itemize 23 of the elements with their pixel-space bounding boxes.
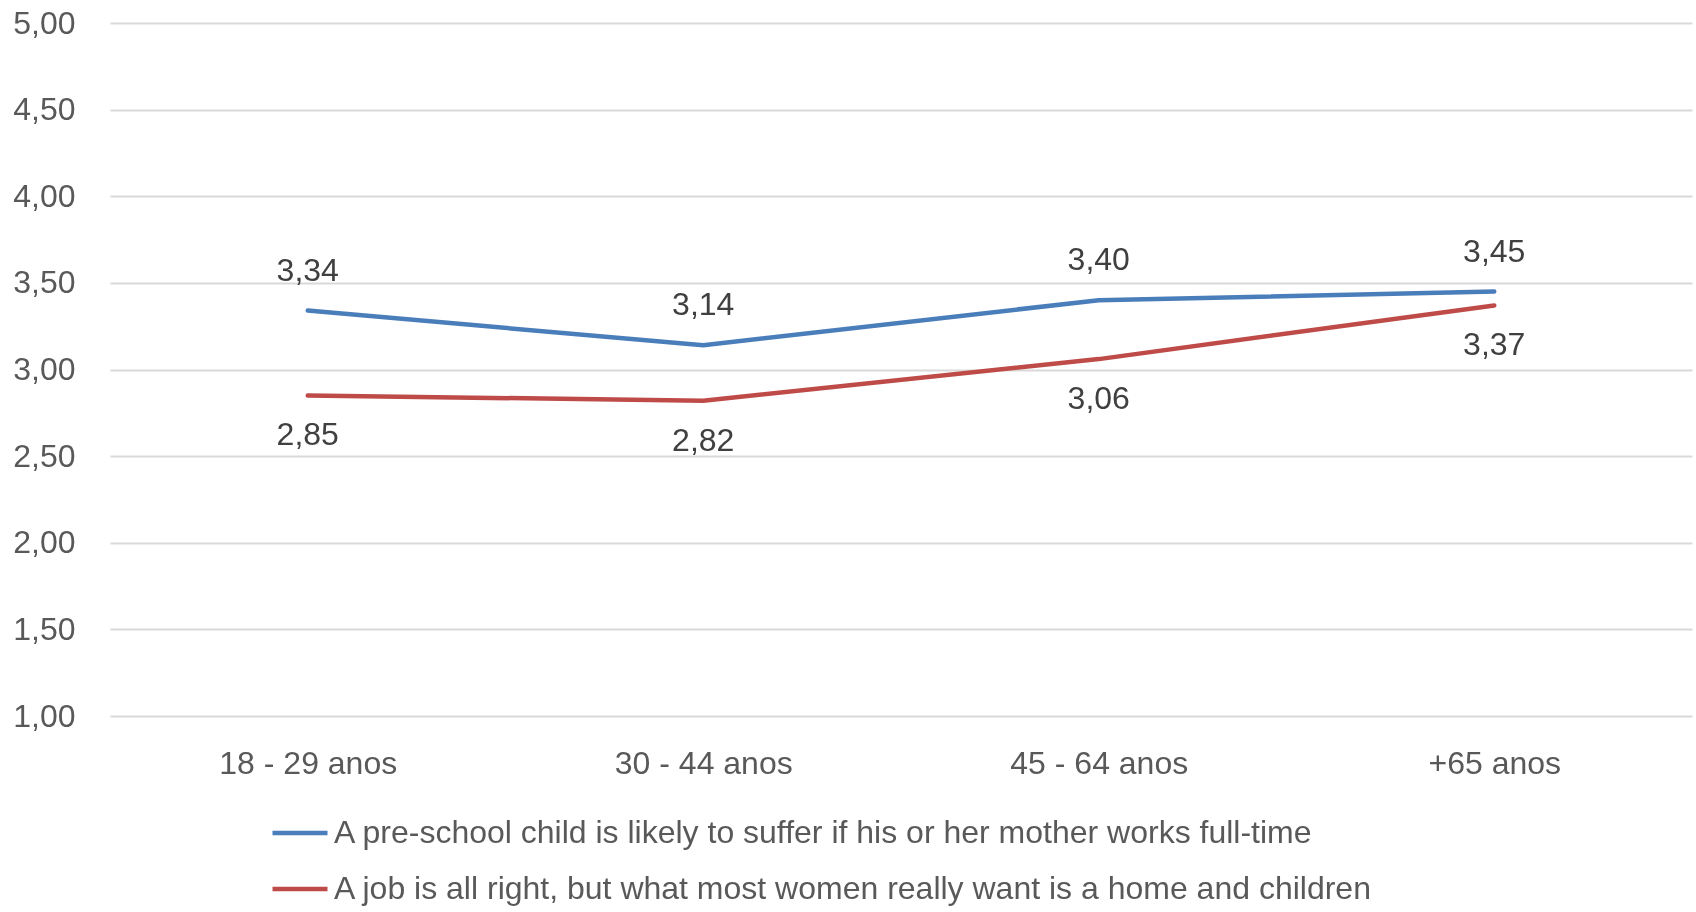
data-label: 2,82 [672, 421, 735, 458]
y-tick-label: 2,50 [13, 437, 76, 474]
data-label: 3,40 [1067, 241, 1130, 278]
y-tick-label: 5,00 [13, 4, 76, 41]
x-tick-label: 18 - 29 anos [219, 744, 398, 781]
y-tick-label: 2,00 [13, 524, 76, 561]
y-tick-label: 4,00 [13, 177, 76, 214]
data-label: 3,14 [672, 286, 735, 323]
x-tick-label: 45 - 64 anos [1010, 744, 1189, 781]
data-label: 3,37 [1463, 326, 1526, 363]
legend-label: A pre-school child is likely to suffer if his or her mother works full-time [334, 814, 1312, 850]
data-label: 2,85 [276, 416, 339, 453]
legend-label: A job is all right, but what most women really want is a home and children [334, 870, 1371, 906]
x-tick-label: +65 anos [1428, 744, 1562, 781]
y-tick-label: 3,50 [13, 264, 76, 301]
data-label: 3,34 [276, 251, 339, 288]
y-tick-label: 3,00 [13, 351, 76, 387]
data-label: 3,45 [1463, 232, 1526, 269]
x-tick-label: 30 - 44 anos [614, 744, 793, 781]
y-tick-label: 4,50 [13, 91, 76, 128]
y-tick-label: 1,50 [13, 610, 76, 647]
y-tick-label: 1,00 [13, 697, 76, 734]
data-label: 3,06 [1067, 380, 1130, 417]
